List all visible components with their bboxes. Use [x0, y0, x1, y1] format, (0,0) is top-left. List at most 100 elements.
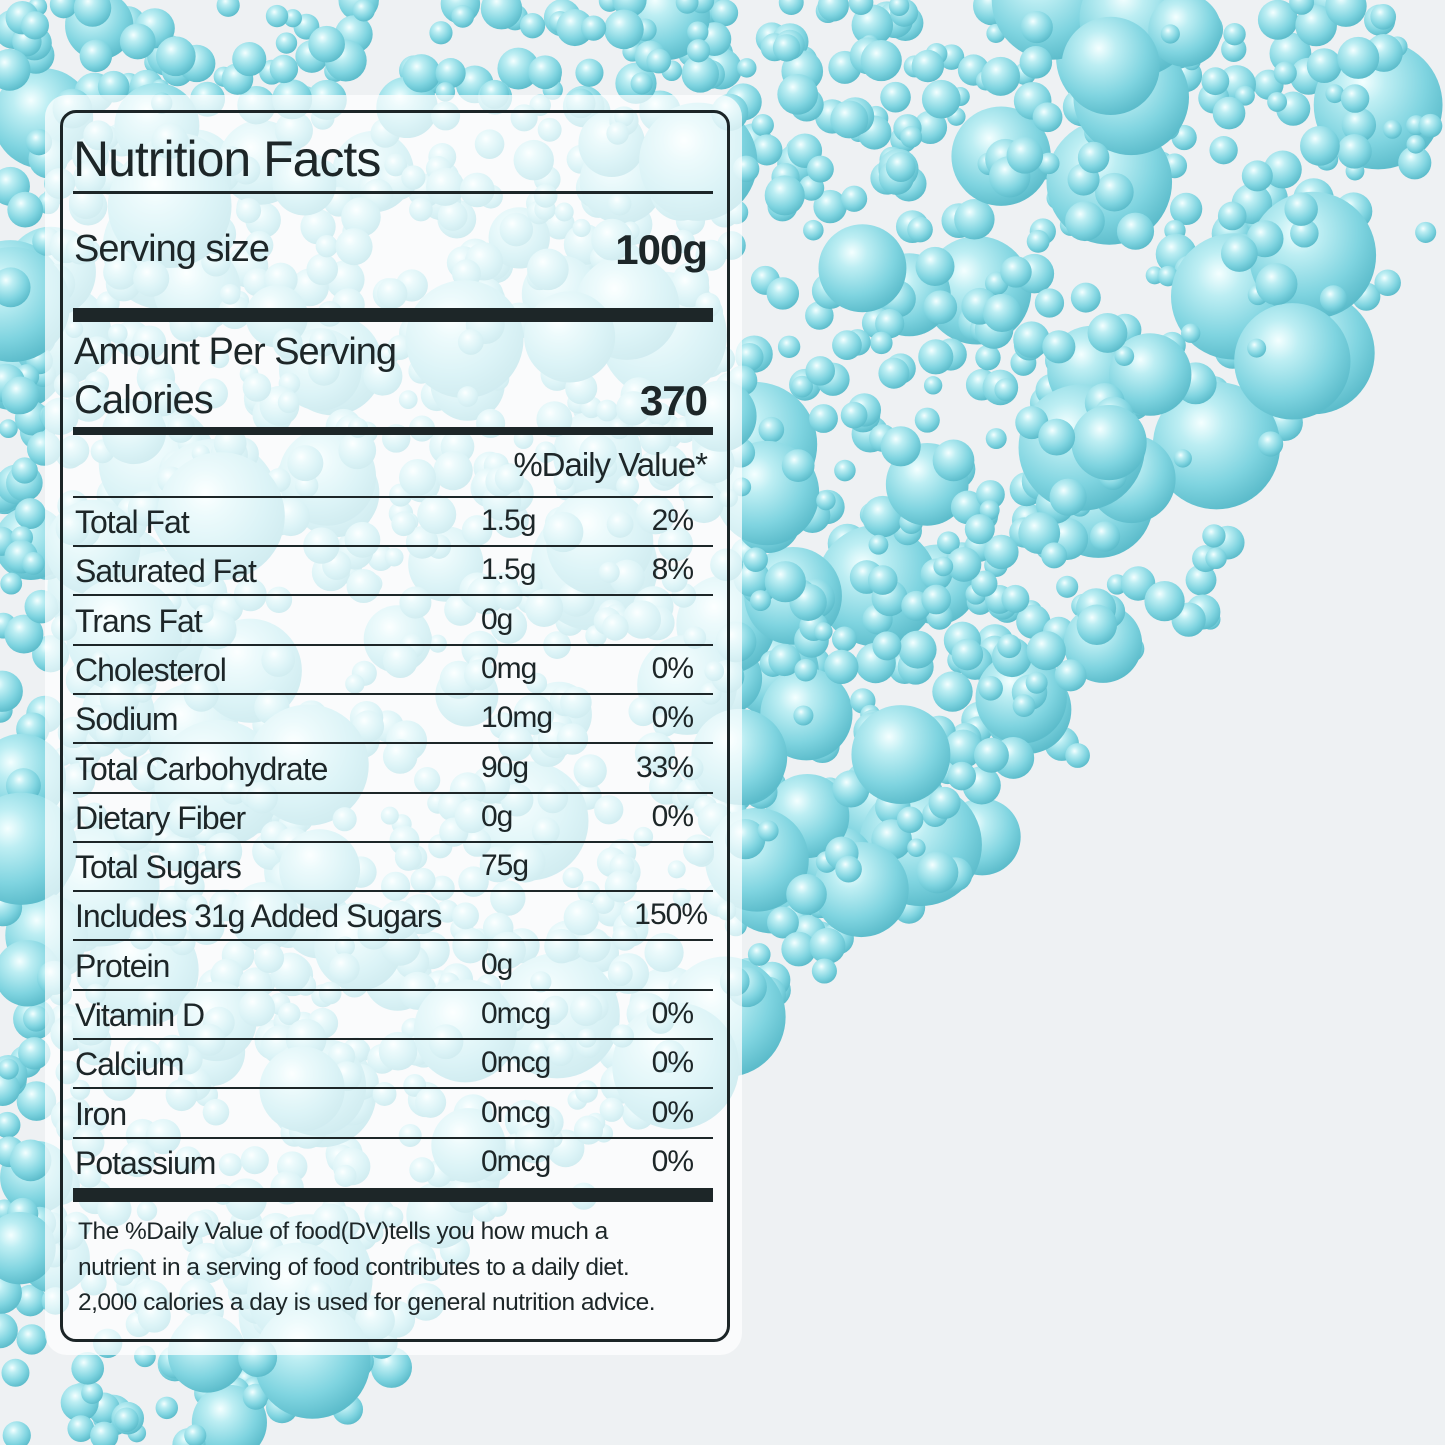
pearl	[1019, 46, 1053, 79]
pearl	[1000, 256, 1032, 288]
pearl	[1026, 630, 1066, 671]
pearl	[937, 531, 960, 555]
pearl	[0, 1111, 21, 1139]
pearl	[875, 309, 905, 339]
nutrient-daily-value: 33%	[635, 750, 694, 784]
pearl	[1209, 135, 1238, 165]
pearl	[265, 4, 289, 28]
pearl	[880, 426, 921, 467]
pearl	[1374, 269, 1401, 297]
pearl	[1418, 113, 1443, 138]
pearl	[184, 1424, 207, 1445]
nutrient-name: Trans Fat	[75, 602, 203, 639]
pearl	[916, 851, 959, 894]
pearl	[16, 1324, 47, 1355]
pearl	[1076, 604, 1118, 646]
pearl	[997, 634, 1022, 659]
label-title: Nutrition Facts	[73, 131, 381, 187]
pearl	[915, 246, 955, 286]
pearl	[18, 1037, 51, 1070]
row-divider	[73, 840, 713, 843]
pearl	[155, 1396, 179, 1420]
pearl	[768, 643, 801, 677]
pearl	[971, 570, 998, 597]
pearl	[946, 547, 982, 582]
pearl	[947, 761, 976, 791]
pearl	[0, 1071, 21, 1106]
pearl	[114, 1407, 139, 1433]
nutrient-row: Total Sugars 75g	[73, 843, 713, 893]
pearl	[1325, 0, 1367, 27]
footnote-line: The %Daily Value of food(DV)tells you ho…	[78, 1218, 608, 1245]
pearl	[352, 0, 375, 22]
pearl	[978, 675, 1003, 701]
pearl	[0, 1058, 19, 1080]
pearl	[79, 39, 113, 73]
pearl	[429, 21, 453, 45]
pearl	[0, 1211, 56, 1285]
pearl	[283, 9, 302, 28]
pearl	[1398, 146, 1432, 180]
nutrient-name: Potassium	[75, 1144, 216, 1181]
nutrient-amount: 1.5g	[481, 553, 536, 587]
nutrient-name: Protein	[75, 947, 170, 984]
pearl	[848, 0, 874, 15]
serving-size-label: Serving size	[74, 228, 270, 270]
nutrient-daily-value: 0%	[651, 1095, 694, 1129]
pearl	[985, 428, 1007, 450]
pearl	[1202, 524, 1226, 548]
pearl	[911, 49, 945, 83]
pearl	[1026, 229, 1050, 253]
pearl	[1263, 150, 1302, 189]
pearl	[1247, 338, 1267, 358]
pearl	[824, 649, 859, 685]
nutrient-name: Total Sugars	[75, 849, 242, 886]
pearl	[803, 219, 824, 241]
nutrient-daily-value: 0%	[651, 701, 694, 735]
pearl	[1306, 48, 1342, 84]
pearl	[1061, 16, 1160, 115]
nutrient-name: Total Fat	[75, 504, 190, 540]
pearl	[878, 357, 910, 389]
pearl	[1290, 219, 1319, 248]
pearl	[834, 459, 856, 482]
pearl	[73, 0, 112, 27]
nutrient-daily-value: 2%	[651, 504, 694, 537]
pearl	[758, 416, 785, 443]
nutrient-row: Saturated Fat 1.5g 8%	[73, 547, 713, 597]
pearl	[97, 70, 130, 103]
pearl	[81, 1382, 103, 1404]
pearl	[981, 56, 1021, 96]
pearl	[809, 404, 838, 433]
calories-label: Calories	[74, 378, 214, 422]
pearl	[4, 614, 44, 654]
pearl	[687, 21, 709, 43]
pearl	[921, 584, 952, 615]
nutrient-name: Dietary Fiber	[75, 799, 246, 836]
pearl	[811, 958, 837, 984]
pearl	[1160, 24, 1180, 44]
row-divider	[73, 742, 713, 745]
pearl	[975, 344, 1001, 371]
pearl	[898, 630, 937, 669]
pearl	[1037, 152, 1060, 175]
pearl	[1406, 135, 1426, 154]
pearl	[0, 48, 31, 91]
pearl	[0, 1312, 18, 1349]
nutrient-row: Sodium 10mg 0%	[73, 695, 713, 745]
pearl	[933, 556, 954, 577]
pearl	[951, 638, 984, 671]
pearl	[0, 267, 31, 308]
nutrition-label-panel	[45, 95, 742, 1355]
nutrient-name: Sodium	[75, 701, 178, 738]
pearl	[932, 439, 975, 482]
pearl	[7, 191, 44, 228]
pearl	[994, 378, 1018, 402]
pearl	[1056, 575, 1079, 598]
nutrient-daily-value: 0%	[651, 799, 694, 833]
pearl	[580, 15, 607, 41]
pearl	[1006, 137, 1044, 174]
nutrient-daily-value: 8%	[651, 553, 694, 587]
pearl	[497, 47, 540, 90]
pearl	[14, 498, 46, 530]
